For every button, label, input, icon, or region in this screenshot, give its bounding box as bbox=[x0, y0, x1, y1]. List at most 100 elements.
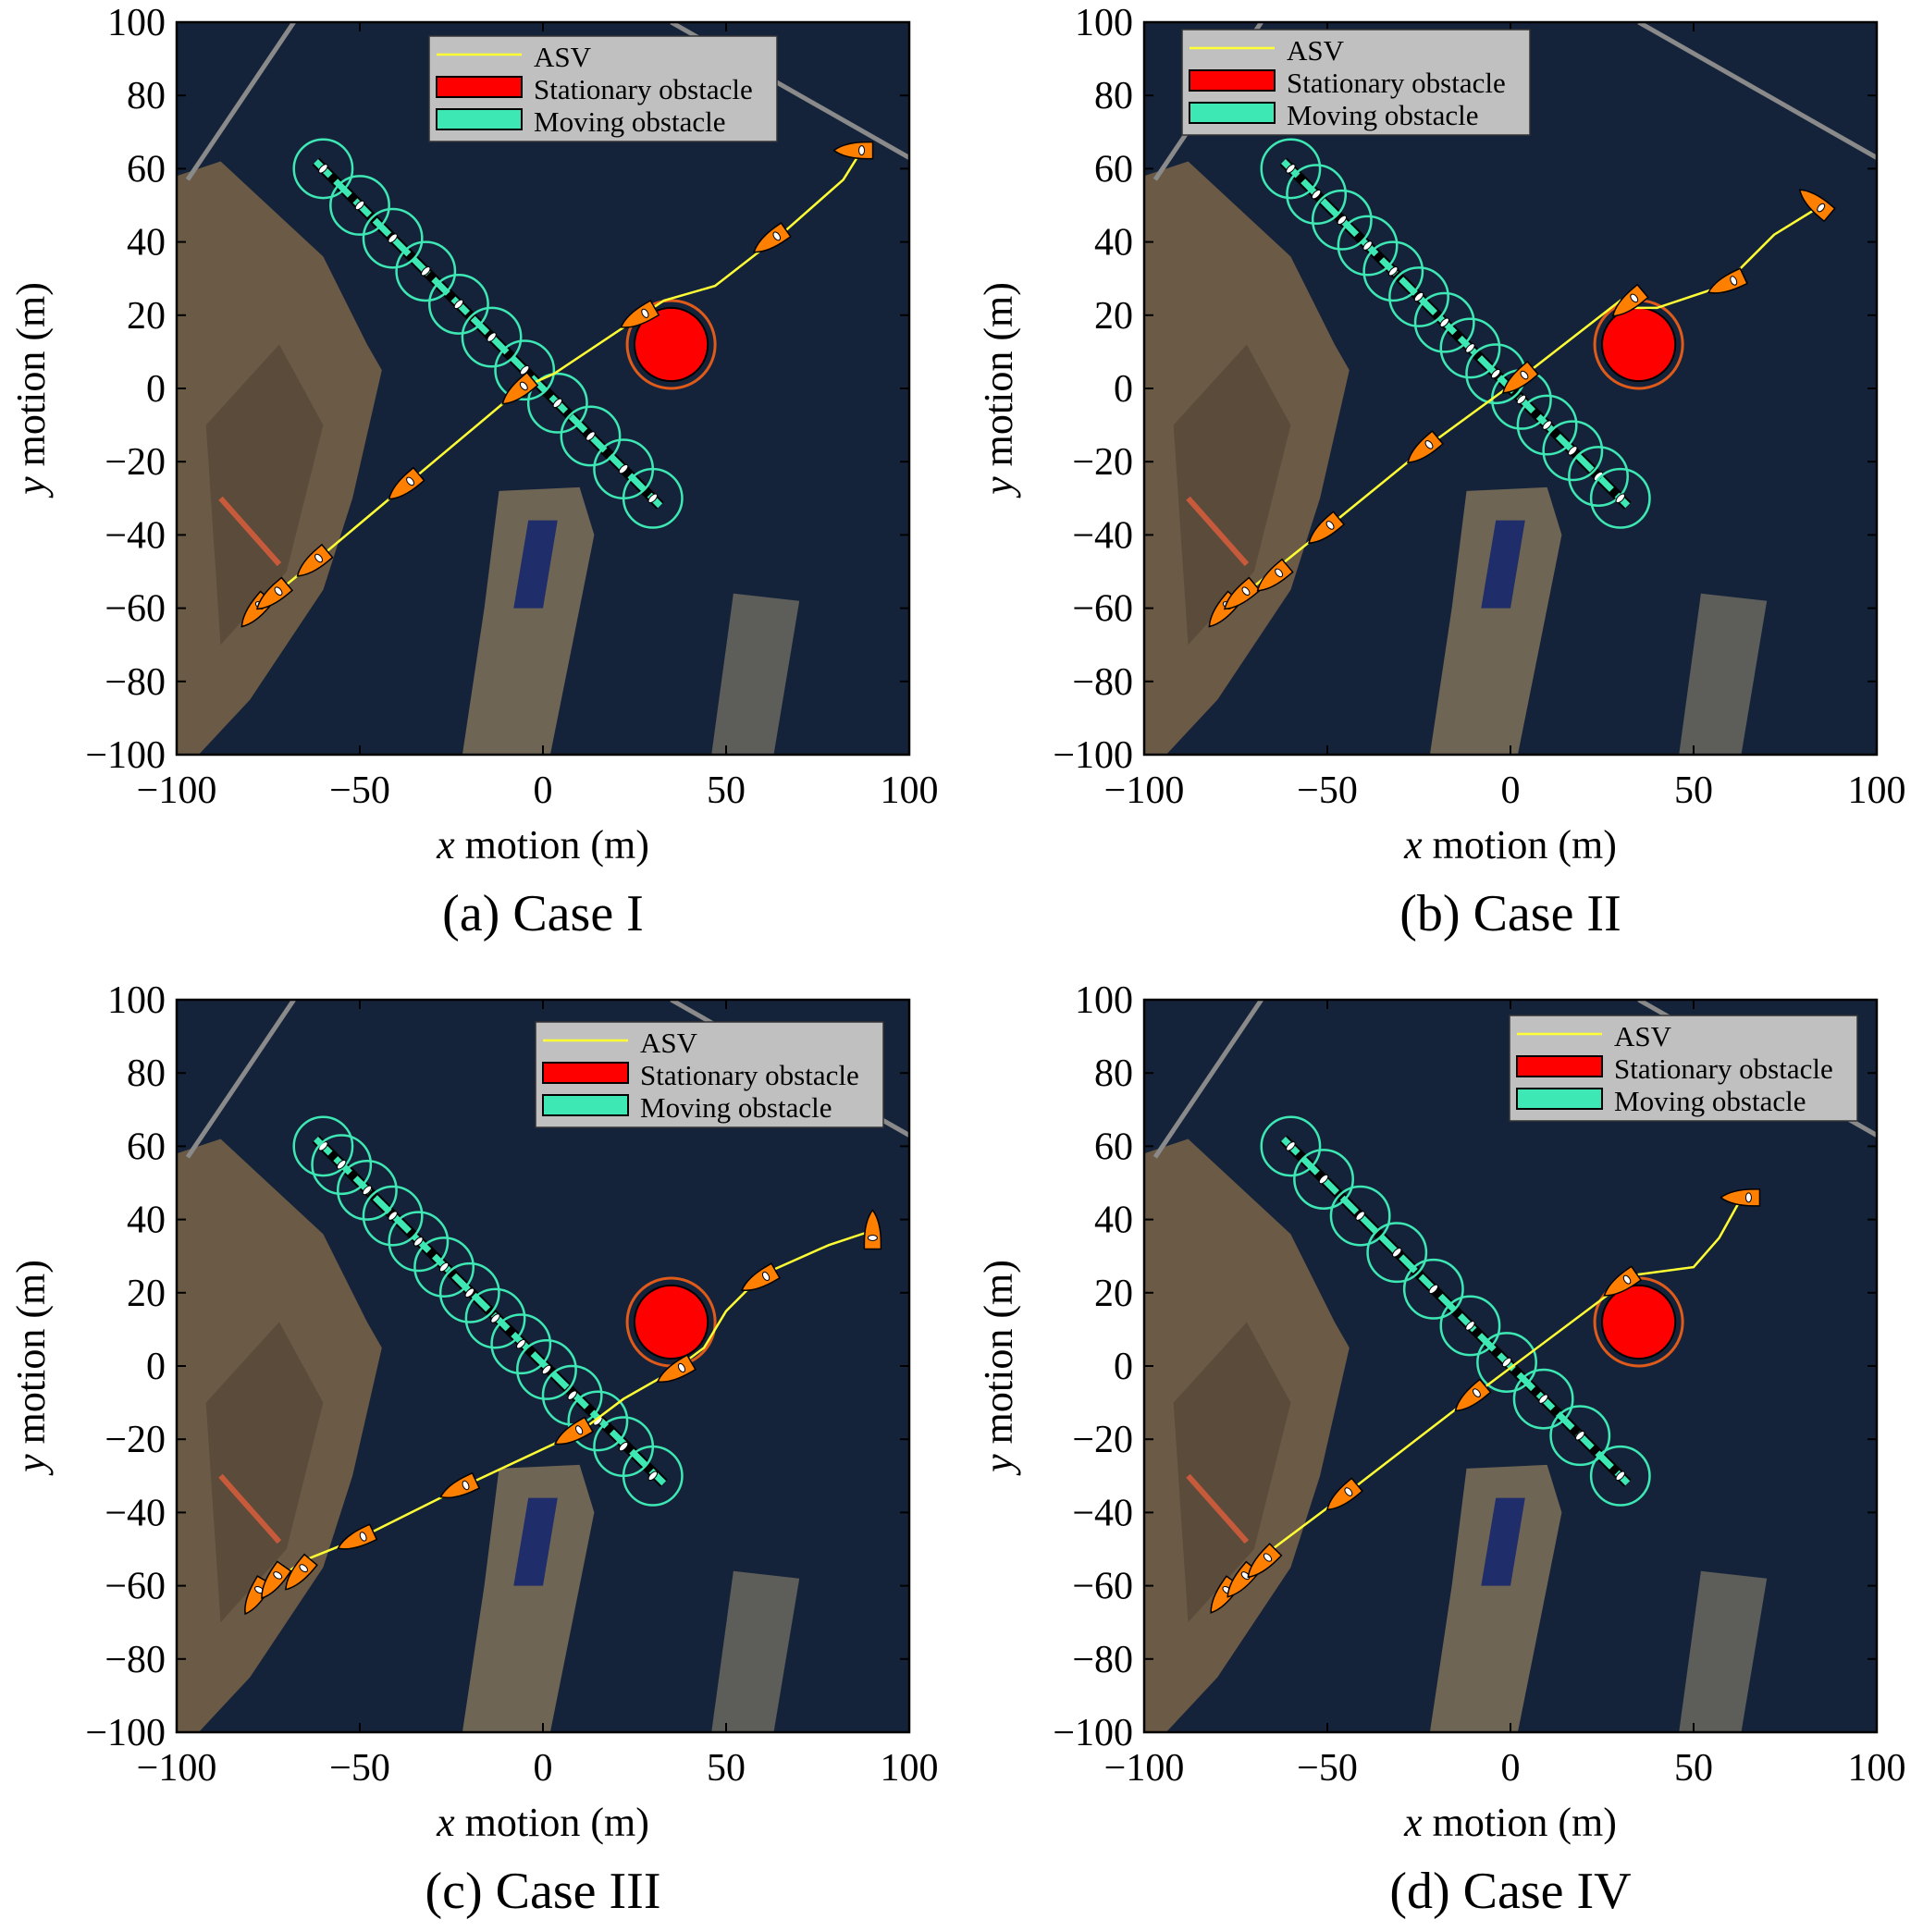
moving-obstacle-marker bbox=[1391, 1247, 1402, 1258]
dock-yard bbox=[1173, 344, 1291, 646]
x-tick-label: 100 bbox=[1848, 1747, 1906, 1790]
x-axis-label-var: x bbox=[436, 1800, 455, 1845]
asv-boat-icon bbox=[1247, 1543, 1283, 1579]
moving-obstacle-marker bbox=[515, 1338, 526, 1349]
asv-boat-hull bbox=[296, 543, 334, 577]
moving-obstacle-marker bbox=[552, 398, 563, 409]
asv-boat-icon bbox=[1454, 1378, 1492, 1412]
legend-entry: Moving obstacle bbox=[640, 1091, 832, 1124]
y-tick-label: 20 bbox=[127, 295, 166, 338]
asv-boat-icon bbox=[439, 1471, 481, 1499]
moving-obstacle-circle bbox=[388, 1211, 450, 1273]
x-axis-label-var: x bbox=[1403, 822, 1423, 868]
moving-obstacle-circle bbox=[461, 306, 523, 368]
legend-swatch-moving bbox=[436, 108, 523, 130]
moving-obstacle-circle bbox=[1388, 266, 1449, 327]
legend-swatch-moving bbox=[1189, 102, 1276, 124]
asv-boat-hull bbox=[1502, 360, 1539, 394]
y-tick-label: −80 bbox=[105, 1639, 166, 1681]
moving-obstacle-circle bbox=[622, 467, 684, 529]
asv-boat-cabin bbox=[858, 145, 866, 156]
moving-obstacle-marker bbox=[490, 1313, 500, 1323]
moving-obstacle-marker bbox=[1538, 1394, 1548, 1404]
moving-obstacle-marker bbox=[388, 1211, 398, 1221]
pier-pool bbox=[1481, 520, 1525, 609]
legend-entry: ASV bbox=[534, 41, 592, 73]
moving-obstacle-marker bbox=[1413, 291, 1424, 302]
moving-obstacle-circle bbox=[1512, 1368, 1574, 1430]
moving-obstacle-circle bbox=[1439, 1295, 1501, 1357]
legend-swatch-stationary bbox=[1516, 1055, 1603, 1077]
moving-obstacle-marker bbox=[1501, 1357, 1512, 1368]
y-axis-label-var: y bbox=[976, 1454, 1021, 1476]
moving-obstacle-circle bbox=[292, 1115, 354, 1177]
asv-boat-icon bbox=[753, 222, 792, 253]
moving-obstacle-marker bbox=[1337, 215, 1348, 226]
x-axis-label: x motion (m) bbox=[1403, 822, 1617, 868]
panel-d: −100 −50 0 50 100 100 80 60 40 20 0 −20 −40 −60 −80 −10… bbox=[976, 979, 1906, 1920]
asv-boat-cabin bbox=[1520, 370, 1529, 380]
asv-boat-cabin bbox=[677, 1362, 686, 1373]
y-tick-label: 40 bbox=[1094, 1200, 1133, 1242]
y-axis-label-text: motion (m) bbox=[8, 282, 54, 476]
legend-entry: Stationary obstacle bbox=[534, 73, 753, 105]
moving-obstacle-marker bbox=[1568, 446, 1578, 456]
y-axis-label-var: y bbox=[976, 476, 1021, 498]
asv-boat-icon bbox=[1325, 1477, 1363, 1511]
moving-obstacle-marker bbox=[1388, 266, 1399, 277]
pier-right bbox=[711, 593, 800, 755]
pier-center bbox=[1429, 486, 1562, 755]
asv-boat-hull bbox=[1308, 511, 1346, 544]
asv-boat-icon bbox=[501, 371, 539, 405]
moving-obstacle-marker bbox=[1286, 1141, 1296, 1151]
legend-entry: Moving obstacle bbox=[1614, 1085, 1806, 1117]
moving-obstacle-hull bbox=[1281, 1137, 1631, 1486]
asv-boat-hull bbox=[1224, 576, 1262, 610]
moving-obstacle-marker bbox=[618, 1441, 629, 1452]
asv-boat-icon bbox=[296, 543, 334, 577]
moving-obstacle-circle bbox=[1329, 1185, 1391, 1247]
x-axis-label-text: motion (m) bbox=[1423, 1800, 1617, 1845]
y-tick-label: 20 bbox=[1094, 295, 1133, 338]
x-axis-label-text: motion (m) bbox=[455, 822, 649, 868]
y-tick-label: −60 bbox=[105, 1566, 166, 1608]
asv-boat-cabin bbox=[1473, 1388, 1481, 1397]
legend-entry: ASV bbox=[640, 1027, 698, 1059]
data-layer bbox=[1208, 138, 1836, 628]
asv-boat-cabin bbox=[519, 381, 528, 391]
moving-obstacle-circle bbox=[490, 1313, 552, 1375]
legend-entry: Stationary obstacle bbox=[640, 1059, 859, 1091]
dock-yard bbox=[205, 1322, 324, 1623]
pier-center bbox=[462, 1464, 595, 1732]
asv-boat-cabin bbox=[1744, 1192, 1752, 1203]
y-tick-label: 100 bbox=[1075, 2, 1133, 44]
x-axis-label: x motion (m) bbox=[436, 1800, 649, 1845]
asv-boat-icon bbox=[388, 466, 425, 500]
asv-boat-icon bbox=[1224, 576, 1262, 610]
y-tick-label: 0 bbox=[146, 368, 166, 411]
panel-caption: (c) Case III bbox=[425, 1863, 661, 1920]
breakwater-left bbox=[185, 22, 296, 181]
x-tick-label: −100 bbox=[1104, 1747, 1185, 1790]
moving-obstacle-marker bbox=[1516, 394, 1527, 405]
pier-right bbox=[1679, 593, 1768, 755]
x-axis-label-var: x bbox=[436, 822, 455, 868]
asv-boat-icon bbox=[741, 1262, 781, 1291]
y-axis-label-var: y bbox=[8, 476, 54, 498]
legend-swatch-stationary bbox=[542, 1062, 629, 1084]
asv-boat-hull bbox=[741, 1262, 781, 1291]
y-axis-label: y motion (m) bbox=[976, 1260, 1021, 1476]
moving-obstacle-marker bbox=[567, 1390, 577, 1400]
moving-obstacle-circle bbox=[1362, 240, 1424, 302]
stationary-obstacle bbox=[1601, 306, 1677, 383]
legend-entry: Stationary obstacle bbox=[1287, 67, 1506, 99]
asv-boat-icon bbox=[1603, 1265, 1643, 1297]
moving-obstacle-marker bbox=[1318, 1174, 1329, 1185]
moving-obstacle-marker bbox=[647, 1471, 659, 1482]
breakwater-left bbox=[1153, 1000, 1264, 1159]
y-tick-label: −100 bbox=[85, 1712, 166, 1754]
moving-obstacle-marker bbox=[336, 1159, 347, 1170]
moving-obstacle-marker bbox=[1465, 343, 1475, 353]
